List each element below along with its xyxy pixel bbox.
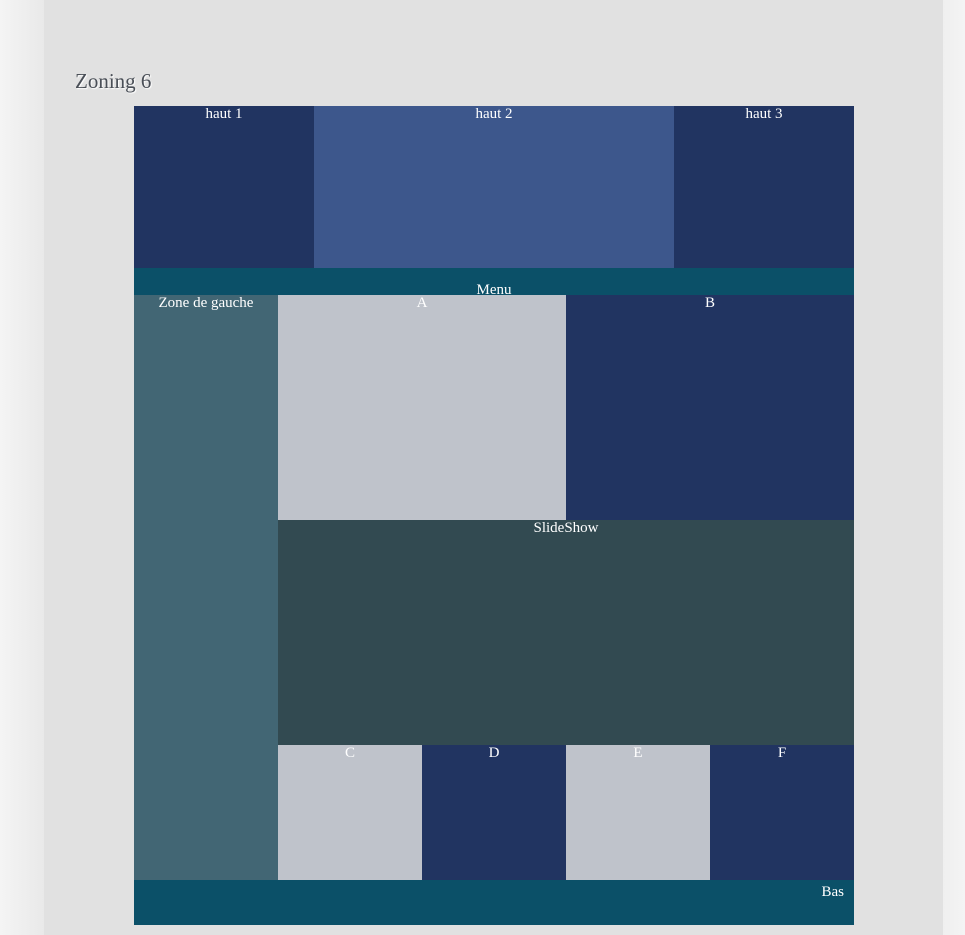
zone-bas: Bas — [134, 880, 854, 925]
zone-a-label: A — [416, 295, 428, 311]
zone-d-label: D — [488, 745, 500, 761]
zone-e-label: E — [633, 745, 643, 761]
zone-slideshow: SlideShow — [278, 520, 854, 745]
zone-haut-3: haut 3 — [674, 106, 854, 268]
zone-gauche-label: Zone de gauche — [158, 295, 254, 311]
zone-haut-2-label: haut 2 — [475, 106, 513, 122]
zone-b-label: B — [704, 295, 715, 311]
zone-haut-1-label: haut 1 — [205, 106, 243, 122]
zone-c-label: C — [344, 745, 355, 761]
zone-menu-label: Menu — [476, 282, 512, 298]
zone-slideshow-label: SlideShow — [533, 520, 599, 536]
zone-gauche: Zone de gauche — [134, 295, 278, 880]
zone-haut-2: haut 2 — [314, 106, 674, 268]
zone-bas-label: Bas — [821, 884, 845, 900]
zone-menu: Menu — [134, 268, 854, 298]
zone-a: A — [278, 295, 566, 520]
zone-e: E — [566, 745, 710, 880]
zone-f-label: F — [777, 745, 787, 761]
zone-haut-3-label: haut 3 — [745, 106, 783, 122]
zone-c: C — [278, 745, 422, 880]
zone-b: B — [566, 295, 854, 520]
page-background-right — [943, 0, 965, 935]
zoning-layout: haut 1 haut 2 haut 3 Menu Zone de gauche… — [134, 106, 854, 925]
page-title: Zoning 6 — [75, 69, 152, 93]
zone-f: F — [710, 745, 854, 880]
zone-d: D — [422, 745, 566, 880]
zone-haut-1: haut 1 — [134, 106, 314, 268]
page-background-left — [0, 0, 44, 935]
